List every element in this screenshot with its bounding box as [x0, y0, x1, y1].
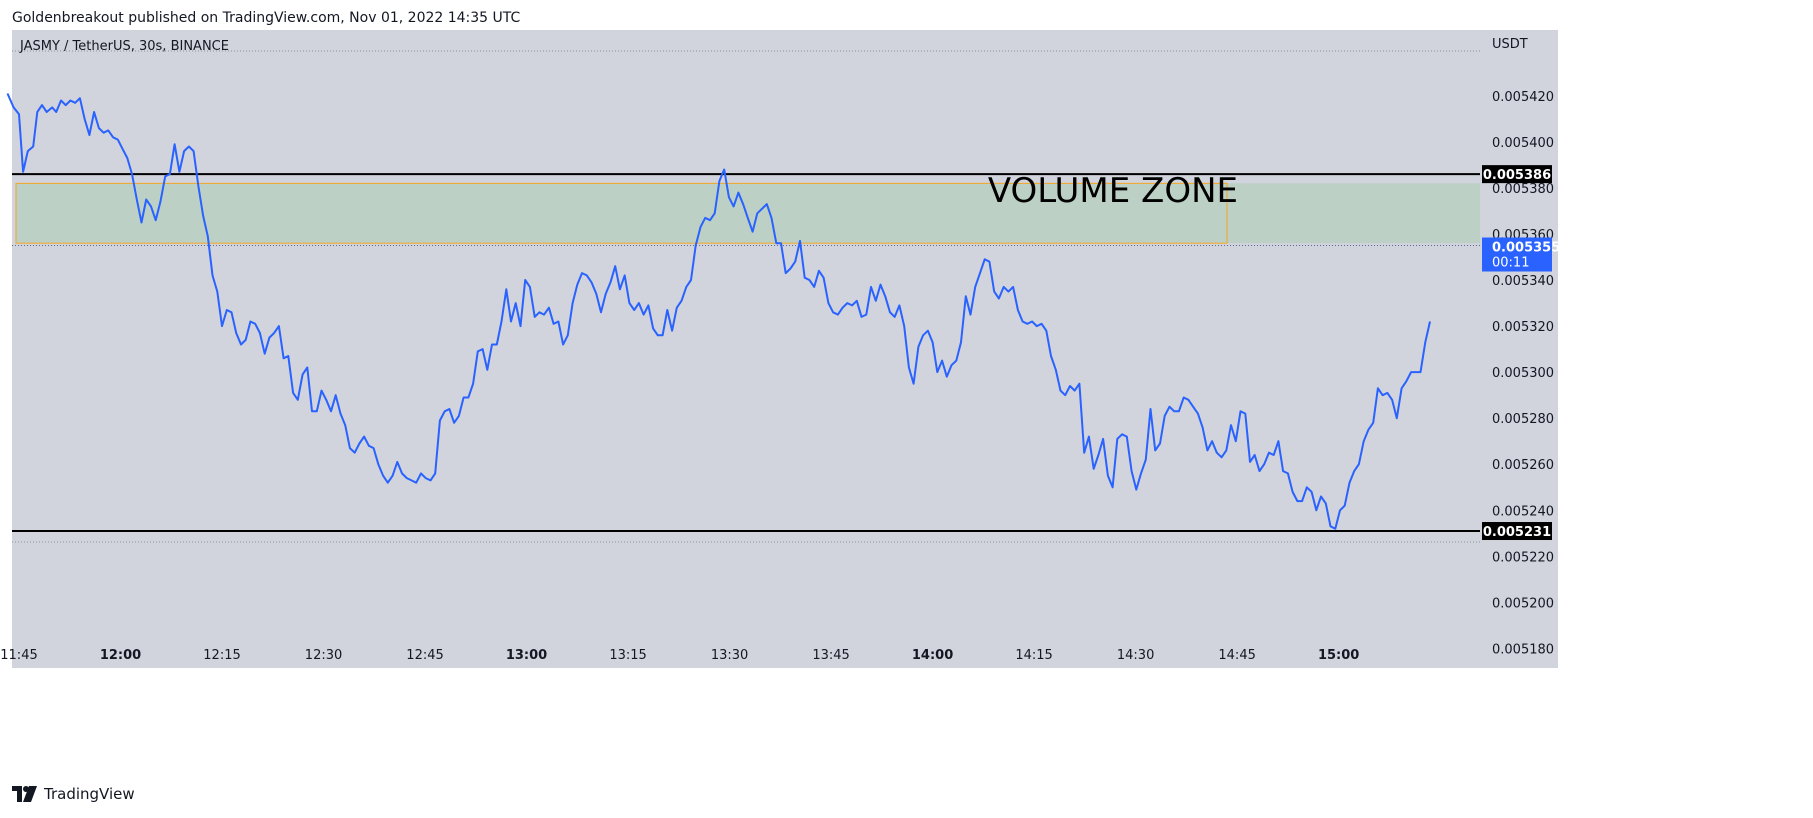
level-price-tag [1482, 522, 1552, 541]
tradingview-logo-icon [12, 786, 37, 802]
level-price-label: 0.005231 [1483, 525, 1551, 540]
level-price-tag [1482, 165, 1552, 184]
y-tick-label: 0.005180 [1492, 642, 1554, 657]
x-tick-label: 14:00 [912, 648, 953, 663]
x-tick-label: 13:30 [711, 648, 748, 663]
y-tick-label: 0.005260 [1492, 458, 1554, 473]
publisher-line: Goldenbreakout published on TradingView.… [12, 10, 521, 26]
x-tick-label: 13:15 [609, 648, 646, 663]
x-tick-label: 12:30 [305, 648, 342, 663]
symbol-label: JASMY / TetherUS, 30s, BINANCE [19, 39, 229, 54]
volume-zone-border[interactable] [15, 182, 1228, 244]
last-price-tag [1482, 237, 1552, 272]
y-tick-label: 0.005340 [1492, 274, 1554, 289]
y-tick-label: 0.005200 [1492, 596, 1554, 611]
y-tick-label: 0.005380 [1492, 182, 1554, 197]
last-price-label: 0.005355 [1492, 241, 1560, 256]
volume-zone-fill [16, 183, 1480, 244]
y-tick-label: 0.005280 [1492, 412, 1554, 427]
x-tick-label: 15:00 [1318, 648, 1359, 663]
chart-panel [12, 30, 1558, 668]
y-tick-label: 0.005240 [1492, 504, 1554, 519]
x-tick-label: 12:15 [203, 648, 240, 663]
x-tick-label: 12:45 [406, 648, 443, 663]
x-tick-label: 14:45 [1218, 648, 1255, 663]
y-tick-label: 0.005420 [1492, 90, 1554, 105]
x-tick-label: 14:15 [1015, 648, 1052, 663]
currency-label: USDT [1492, 37, 1528, 52]
y-tick-label: 0.005220 [1492, 550, 1554, 565]
x-tick-label: 14:30 [1117, 648, 1154, 663]
x-tick-label: 13:00 [506, 648, 547, 663]
y-tick-label: 0.005300 [1492, 366, 1554, 381]
footer-brand[interactable]: TradingView [12, 785, 135, 803]
x-tick-label: 13:45 [812, 648, 849, 663]
bar-countdown-label: 00:11 [1492, 256, 1529, 271]
x-tick-label: 12:00 [100, 648, 141, 663]
y-tick-label: 0.005320 [1492, 320, 1554, 335]
x-tick-label: 11:45 [0, 648, 37, 663]
y-tick-label: 0.005400 [1492, 136, 1554, 151]
price-series-line[interactable] [6, 93, 1431, 530]
volume-zone-label: VOLUME ZONE [988, 171, 1238, 211]
footer-brand-label: TradingView [44, 785, 135, 803]
level-price-label: 0.005386 [1483, 168, 1551, 183]
